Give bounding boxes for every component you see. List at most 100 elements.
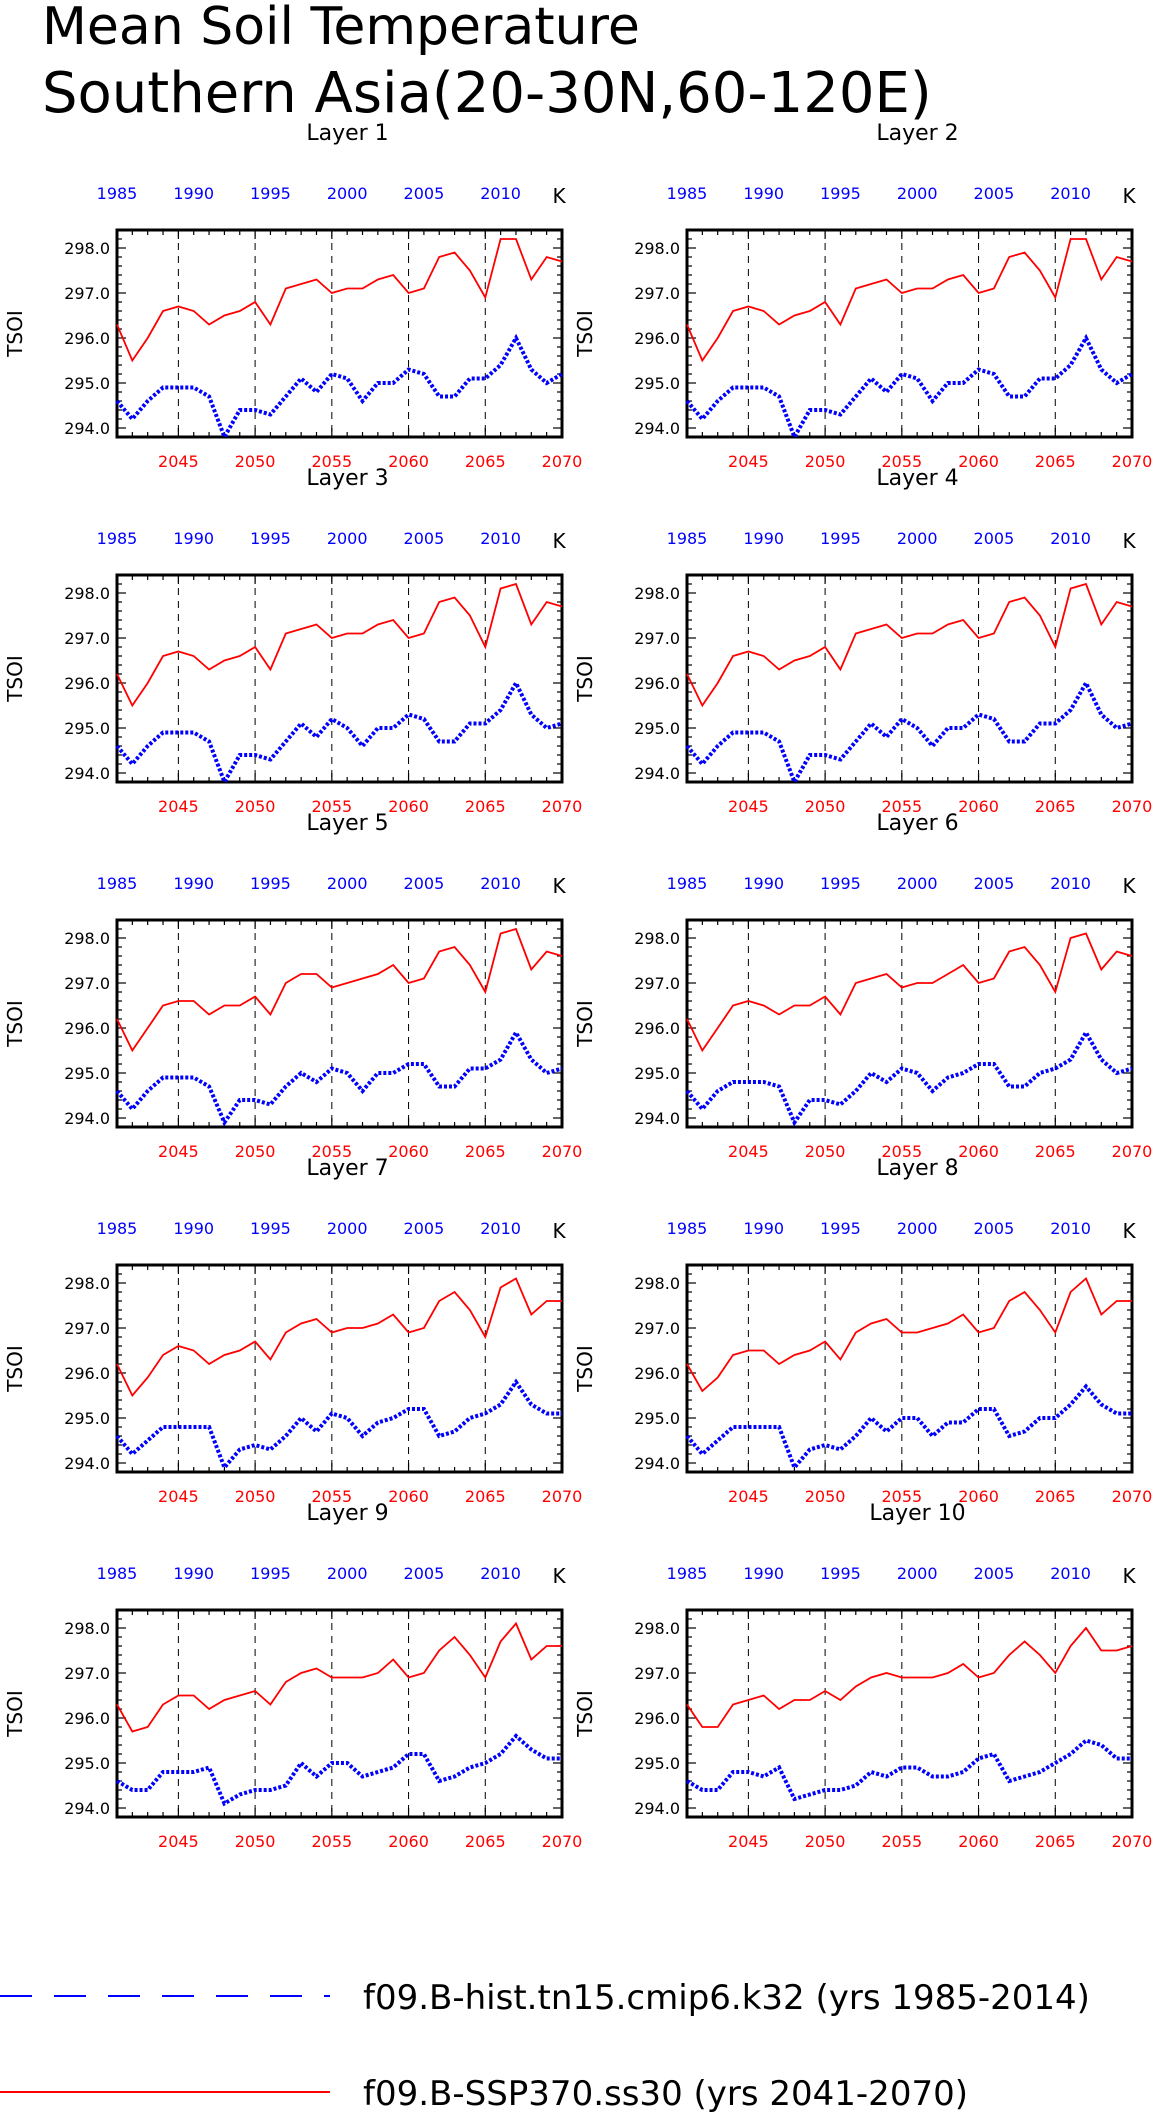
top-tick-label: 1985 xyxy=(667,529,708,548)
y-tick-label: 298.0 xyxy=(64,929,110,948)
y-tick-label: 296.0 xyxy=(634,329,680,348)
panel-title: Layer 7 xyxy=(306,1156,388,1181)
y-tick-label: 298.0 xyxy=(64,239,110,258)
panel-grid: Layer 1 K 1985 1990 1995 2000 2005 2010 294.0 295… xyxy=(3,121,1152,1851)
figure-title-line1: Mean Soil Temperature xyxy=(42,0,640,57)
plot-frame xyxy=(685,573,1134,784)
ssp-series-line xyxy=(116,1621,562,1733)
top-tick-label: 1990 xyxy=(173,1219,214,1238)
bottom-tick-label: 2055 xyxy=(881,1487,922,1506)
bottom-tick-label: 2060 xyxy=(388,452,429,471)
bottom-tick-label: 2060 xyxy=(958,452,999,471)
top-tick-label: 2000 xyxy=(897,1564,938,1583)
bottom-tick-label: 2070 xyxy=(1112,1142,1153,1161)
y-tick-label: 297.0 xyxy=(64,284,110,303)
bottom-tick-label: 2050 xyxy=(235,1487,276,1506)
top-tick-label: 1995 xyxy=(250,874,291,893)
bottom-tick-label: 2070 xyxy=(542,1832,583,1851)
top-tick-label: 1995 xyxy=(250,1564,291,1583)
top-tick-label: 2005 xyxy=(974,1564,1015,1583)
top-tick-label: 2005 xyxy=(404,184,445,203)
bottom-tick-label: 2065 xyxy=(465,1487,506,1506)
y-tick-label: 296.0 xyxy=(64,674,110,693)
top-tick-label: 2000 xyxy=(327,1564,368,1583)
bottom-tick-label: 2045 xyxy=(728,1487,769,1506)
y-tick-label: 298.0 xyxy=(634,1274,680,1293)
figure-title-line2: Southern Asia(20-30N,60-120E) xyxy=(42,61,932,126)
plot-frame xyxy=(115,228,564,439)
top-tick-label: 2010 xyxy=(1050,184,1091,203)
top-tick-label: 2000 xyxy=(897,1219,938,1238)
top-tick-label: 2010 xyxy=(480,874,521,893)
bottom-tick-label: 2055 xyxy=(311,1487,352,1506)
bottom-tick-label: 2055 xyxy=(311,1832,352,1851)
y-tick-label: 294.0 xyxy=(64,764,110,783)
y-axis-label: TSOI xyxy=(573,1690,597,1738)
panel-title: Layer 8 xyxy=(876,1156,958,1181)
ssp-series-line xyxy=(686,932,1133,1053)
y-tick-label: 294.0 xyxy=(64,1109,110,1128)
y-tick-label: 296.0 xyxy=(634,674,680,693)
top-tick-label: 1985 xyxy=(97,529,138,548)
plot-frame xyxy=(685,918,1134,1129)
bottom-tick-label: 2070 xyxy=(542,452,583,471)
units-label: K xyxy=(552,184,566,208)
y-tick-label: 297.0 xyxy=(64,1319,110,1338)
top-tick-label: 2010 xyxy=(1050,1564,1091,1583)
y-tick-label: 297.0 xyxy=(634,974,680,993)
bottom-tick-label: 2055 xyxy=(311,452,352,471)
y-axis-label: TSOI xyxy=(573,655,597,703)
bottom-tick-label: 2060 xyxy=(958,1142,999,1161)
bottom-tick-label: 2065 xyxy=(465,797,506,816)
y-tick-label: 296.0 xyxy=(634,1709,680,1728)
hist-series-line xyxy=(685,333,1134,442)
units-label: K xyxy=(552,1219,566,1243)
panel-layer-5: Layer 5 K 1985 1990 1995 2000 2005 2010 294.0 295… xyxy=(3,811,582,1161)
y-tick-label: 296.0 xyxy=(64,1019,110,1038)
bottom-tick-label: 2055 xyxy=(881,797,922,816)
top-tick-label: 1990 xyxy=(173,874,214,893)
top-tick-label: 1990 xyxy=(743,874,784,893)
y-tick-label: 298.0 xyxy=(64,584,110,603)
hist-series-line xyxy=(115,1378,562,1472)
y-tick-label: 295.0 xyxy=(64,374,110,393)
top-tick-label: 2010 xyxy=(480,1564,521,1583)
ssp-series-line xyxy=(116,927,563,1053)
ssp-series-line xyxy=(686,1277,1132,1393)
top-tick-label: 2005 xyxy=(974,184,1015,203)
panel-title: Layer 9 xyxy=(306,1501,388,1526)
y-axis-label: TSOI xyxy=(3,310,27,358)
bottom-tick-label: 2045 xyxy=(728,452,769,471)
top-tick-label: 2010 xyxy=(1050,874,1091,893)
top-tick-label: 1995 xyxy=(250,184,291,203)
plot-frame xyxy=(115,918,564,1129)
bottom-tick-label: 2060 xyxy=(958,1832,999,1851)
y-tick-label: 296.0 xyxy=(634,1019,680,1038)
units-label: K xyxy=(1122,1564,1136,1588)
y-tick-label: 294.0 xyxy=(64,1454,110,1473)
y-tick-label: 294.0 xyxy=(634,764,680,783)
top-tick-label: 1985 xyxy=(667,184,708,203)
ssp-series-line xyxy=(116,1277,562,1398)
plot-frame xyxy=(685,228,1134,439)
panel-layer-1: Layer 1 K 1985 1990 1995 2000 2005 2010 294.0 295… xyxy=(3,121,582,471)
y-tick-label: 295.0 xyxy=(634,1064,680,1083)
y-tick-label: 296.0 xyxy=(64,1709,110,1728)
hist-series-line xyxy=(685,678,1133,787)
bottom-tick-label: 2050 xyxy=(235,797,276,816)
bottom-tick-label: 2055 xyxy=(881,1142,922,1161)
panel-title: Layer 1 xyxy=(306,121,388,146)
bottom-tick-label: 2070 xyxy=(1112,1487,1153,1506)
ssp-series-line xyxy=(116,238,563,363)
bottom-tick-label: 2070 xyxy=(1112,797,1153,816)
hist-series-line xyxy=(115,1733,562,1807)
hist-series-line xyxy=(115,1028,563,1127)
units-label: K xyxy=(1122,874,1136,898)
panel-layer-8: Layer 8 K 1985 1990 1995 2000 2005 2010 294.0 295… xyxy=(573,1156,1152,1506)
top-tick-label: 1990 xyxy=(743,1219,784,1238)
units-label: K xyxy=(1122,1219,1136,1243)
top-tick-label: 2005 xyxy=(404,529,445,548)
bottom-tick-label: 2050 xyxy=(805,1832,846,1851)
top-tick-label: 1995 xyxy=(820,1219,861,1238)
